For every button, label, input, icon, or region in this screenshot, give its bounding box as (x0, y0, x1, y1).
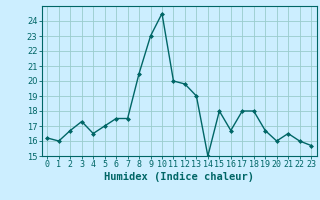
X-axis label: Humidex (Indice chaleur): Humidex (Indice chaleur) (104, 172, 254, 182)
